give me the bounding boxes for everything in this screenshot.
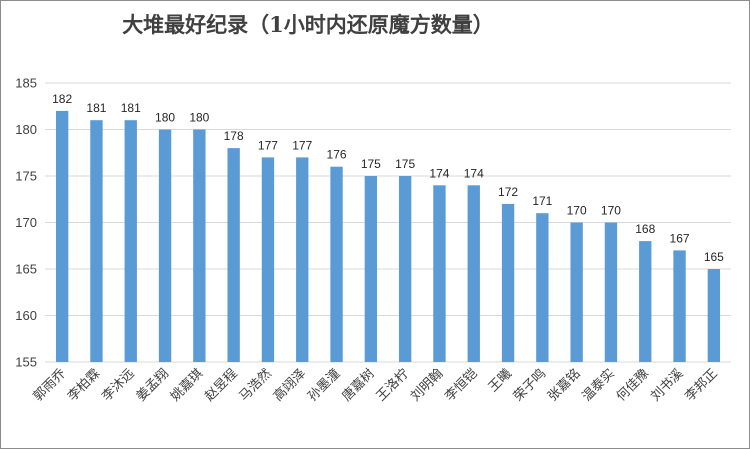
- data-label: 170: [601, 204, 621, 218]
- bar: [193, 129, 206, 362]
- x-tick-label: 李柏霖: [65, 366, 103, 404]
- data-label: 178: [224, 129, 244, 143]
- data-label: 181: [86, 101, 106, 115]
- data-labels: 182 181 181 180 180 178 177 177 176 175 175 174 174 1…: [52, 92, 724, 264]
- bar: [90, 120, 103, 362]
- bar: [330, 166, 343, 362]
- data-label: 176: [327, 148, 347, 162]
- bars: [55, 110, 721, 363]
- y-tick-label: 160: [15, 308, 37, 323]
- x-tick-label: 姜孟翔: [134, 366, 172, 404]
- bar: [227, 148, 240, 362]
- y-tick-label: 180: [15, 122, 37, 137]
- bar: [536, 213, 549, 362]
- x-tick-label: 姚嘉琪: [168, 366, 206, 404]
- x-tick-label: 王曦: [485, 366, 515, 396]
- bar: [433, 185, 446, 362]
- x-tick-label: 赵昱程: [202, 366, 240, 404]
- bar: [604, 222, 618, 362]
- data-label: 171: [532, 194, 552, 208]
- data-label: 168: [635, 222, 655, 236]
- x-tick-label: 李沐远: [99, 366, 137, 404]
- y-axis: 155 160 165 170 175 180 185: [15, 76, 37, 370]
- x-tick-label: 李恒铠: [442, 366, 481, 405]
- data-label: 181: [121, 101, 141, 115]
- bar: [261, 157, 275, 362]
- data-label: 174: [464, 166, 484, 180]
- data-label: 167: [670, 231, 690, 245]
- x-tick-label: 刘明翰: [408, 366, 446, 404]
- bar: [673, 250, 686, 362]
- y-tick-label: 155: [15, 355, 37, 370]
- y-tick-label: 175: [15, 169, 37, 184]
- x-tick-label: 荣子鸣: [510, 366, 549, 405]
- x-tick-label: 温泰实: [580, 366, 618, 404]
- bar: [707, 269, 721, 362]
- bar: [124, 120, 137, 362]
- bar: [296, 157, 309, 362]
- x-tick-label: 高翊泽: [270, 366, 309, 405]
- chart-title: 大堆最好纪录（1小时内还原魔方数量）: [122, 12, 494, 37]
- data-label: 170: [567, 204, 587, 218]
- bar: [467, 185, 480, 362]
- data-label: 175: [395, 157, 415, 171]
- bar: [398, 176, 412, 362]
- x-tick-label: 孙墨潼: [304, 366, 343, 405]
- x-tick-label: 李邦正: [682, 366, 720, 404]
- data-label: 165: [704, 250, 724, 264]
- data-label: 172: [498, 185, 518, 199]
- bar: [364, 176, 378, 362]
- y-tick-label: 170: [15, 215, 37, 230]
- bar: [639, 241, 652, 362]
- x-tick-label: 刘书溪: [648, 366, 686, 404]
- x-tick-label: 马浩然: [236, 366, 275, 405]
- bar: [55, 110, 69, 363]
- bar: [570, 222, 583, 362]
- bar: [158, 129, 172, 362]
- x-tick-label: 唐嘉树: [339, 366, 378, 405]
- data-label: 177: [258, 138, 278, 152]
- bar: [501, 203, 515, 362]
- data-label: 182: [52, 92, 72, 106]
- x-axis: 郭雨乔李柏霖李沐远姜孟翔姚嘉琪赵昱程马浩然高翊泽孙墨潼唐嘉树王洛柠刘明翰李恒铠王…: [30, 366, 721, 405]
- y-tick-label: 165: [15, 262, 37, 277]
- data-label: 174: [429, 166, 449, 180]
- x-tick-label: 郭雨乔: [30, 366, 69, 405]
- y-tick-label: 185: [15, 76, 37, 91]
- x-tick-label: 张嘉铭: [545, 366, 583, 404]
- data-label: 180: [189, 111, 209, 125]
- data-label: 180: [155, 111, 175, 125]
- data-label: 177: [292, 138, 312, 152]
- x-tick-label: 何佳豫: [613, 366, 652, 405]
- x-tick-label: 王洛柠: [374, 366, 412, 404]
- gridlines: [45, 82, 731, 363]
- data-label: 175: [361, 157, 381, 171]
